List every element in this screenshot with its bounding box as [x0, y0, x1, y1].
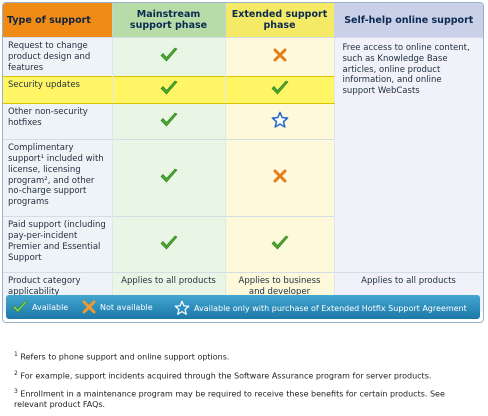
check-icon — [160, 81, 177, 95]
table-row: Other non-security hotfixes — [3, 103, 483, 140]
legend-extended-hotfix-label: Available only with purchase of Extended… — [194, 303, 467, 313]
check-icon — [160, 47, 177, 62]
legend-not-available-label: Not available — [100, 302, 153, 312]
check-icon — [271, 235, 288, 250]
mainstream-cell — [112, 76, 226, 105]
footnote-text: Enrollment in a maintenance program may … — [14, 389, 445, 409]
mainstream-cell — [112, 139, 226, 217]
row-label: Other non-security hotfixes — [3, 103, 113, 140]
extended-cell — [225, 216, 335, 273]
star-icon — [271, 111, 288, 128]
header-self-help: Self-help online support — [334, 3, 483, 38]
legend-available: Available — [12, 300, 68, 314]
header-mainstream: Mainstream support phase — [112, 3, 226, 38]
mainstream-cell — [112, 36, 226, 77]
extended-cell — [225, 36, 335, 77]
extended-cell — [225, 76, 335, 105]
check-icon — [12, 300, 28, 313]
check-icon — [160, 112, 177, 127]
row-label: Request to change product design and fea… — [3, 36, 113, 77]
footnote-text: Refers to phone support and online suppo… — [20, 352, 230, 362]
row-label: Security updates — [3, 76, 113, 105]
check-icon — [160, 168, 177, 183]
support-grid: Type of support Mainstream support phase… — [3, 3, 483, 312]
check-icon — [271, 81, 288, 95]
row-label: Complimentary support¹ included with lic… — [3, 139, 113, 217]
footnote-marker: 2 — [14, 369, 18, 377]
table-row: Request to change product design and fea… — [3, 36, 483, 273]
footnote-marker: 3 — [14, 388, 18, 396]
x-icon — [273, 48, 286, 62]
legend-available-label: Available — [32, 302, 69, 312]
header-type-of-support: Type of support — [3, 3, 113, 38]
legend-bar: Available Not available Available only w… — [6, 295, 480, 319]
mainstream-cell — [112, 216, 226, 273]
row-label: Paid support (including pay-per-incident… — [3, 216, 113, 273]
header-extended: Extended support phase — [225, 3, 335, 38]
footnote-marker: 1 — [14, 351, 18, 358]
footnotes: 1 Refers to phone support and online sup… — [14, 350, 480, 416]
x-icon — [82, 300, 96, 314]
legend-extended-hotfix: Available only with purchase of Extended… — [174, 300, 467, 316]
legend-not-available: Not available — [82, 300, 153, 314]
extended-cell — [225, 139, 335, 217]
x-icon — [273, 169, 286, 183]
footnote: 1 Refers to phone support and online sup… — [14, 350, 480, 363]
mainstream-cell — [112, 103, 226, 140]
extended-cell — [225, 103, 335, 140]
self-help-description: Free access to online content, such as K… — [334, 36, 483, 273]
footnote-text: For example, support incidents acquired … — [20, 371, 432, 381]
footnote: 3 Enrollment in a maintenance program ma… — [14, 387, 480, 410]
star-icon — [174, 300, 190, 315]
table-row: Paid support (including pay-per-incident… — [3, 216, 483, 273]
table-row: Complimentary support¹ included with lic… — [3, 139, 483, 217]
check-icon — [160, 235, 177, 250]
footnote: 2 For example, support incidents acquire… — [14, 369, 480, 382]
support-lifecycle-table: Type of support Mainstream support phase… — [2, 2, 484, 323]
